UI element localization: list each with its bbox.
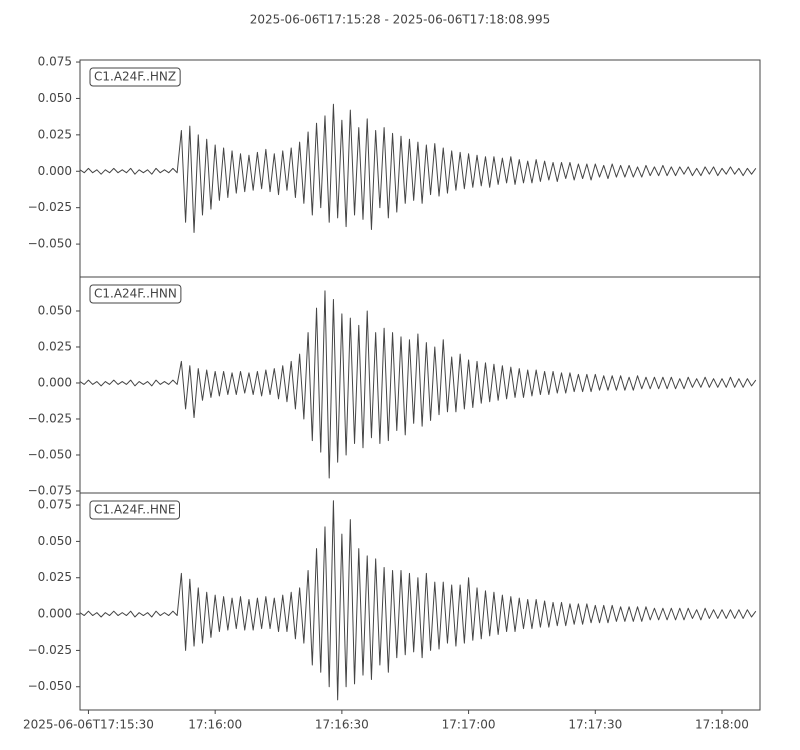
y-tick-label: 0.000 bbox=[38, 375, 72, 389]
y-tick-label: 0.025 bbox=[38, 127, 72, 141]
y-tick-label: −0.050 bbox=[28, 447, 72, 461]
x-tick-label: 17:17:30 bbox=[568, 718, 622, 732]
plot-frame bbox=[79, 492, 761, 711]
waveform bbox=[80, 103, 757, 233]
plot-area bbox=[80, 500, 757, 701]
trace-label: C1.A24F..HNZ bbox=[94, 70, 176, 84]
trace-label-box bbox=[89, 500, 180, 520]
y-tick-label: −0.050 bbox=[28, 679, 72, 693]
y-tick-label: 0.000 bbox=[38, 164, 72, 178]
y-tick-label: −0.025 bbox=[28, 411, 72, 425]
waveform bbox=[80, 290, 757, 479]
y-tick-label: 0.050 bbox=[38, 534, 72, 548]
y-tick-label: 0.025 bbox=[38, 339, 72, 353]
trace-label: C1.A24F..HNE bbox=[94, 503, 176, 517]
x-tick-label: 2025-06-06T17:15:30 bbox=[23, 718, 154, 732]
y-tick-label: 0.000 bbox=[38, 607, 72, 621]
y-tick-label: −0.025 bbox=[28, 200, 72, 214]
plot-area bbox=[80, 103, 757, 233]
chart-title: 2025-06-06T17:15:28 - 2025-06-06T17:18:0… bbox=[250, 13, 551, 27]
trace-label-box bbox=[89, 67, 181, 87]
y-tick-label: 0.075 bbox=[38, 498, 72, 512]
trace-label-box bbox=[89, 284, 182, 304]
x-tick-label: 17:16:00 bbox=[188, 718, 242, 732]
waveform bbox=[80, 500, 757, 701]
x-tick-label: 17:18:00 bbox=[695, 718, 749, 732]
y-tick-label: 0.050 bbox=[38, 303, 72, 317]
plot-area bbox=[80, 290, 757, 479]
y-tick-label: 0.075 bbox=[38, 55, 72, 69]
x-tick-label: 17:16:30 bbox=[315, 718, 369, 732]
y-tick-label: −0.025 bbox=[28, 643, 72, 657]
trace-label: C1.A24F..HNN bbox=[94, 287, 177, 301]
y-tick-label: −0.075 bbox=[28, 483, 72, 497]
y-tick-label: 0.025 bbox=[38, 570, 72, 584]
y-tick-label: −0.050 bbox=[28, 237, 72, 251]
x-tick-label: 17:17:00 bbox=[442, 718, 496, 732]
y-tick-label: 0.050 bbox=[38, 91, 72, 105]
